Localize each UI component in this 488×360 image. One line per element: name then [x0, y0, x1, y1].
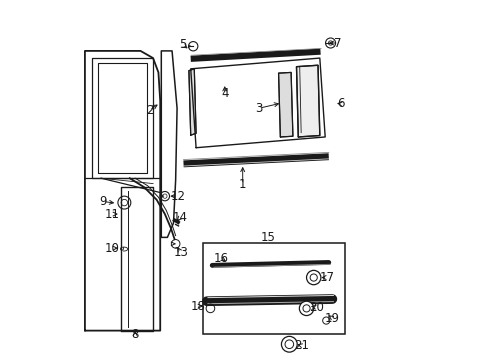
- Text: 15: 15: [260, 231, 275, 244]
- Text: 5: 5: [179, 38, 186, 51]
- Text: 12: 12: [170, 190, 185, 203]
- Text: ϑ: ϑ: [120, 245, 130, 251]
- Text: 7: 7: [333, 36, 341, 50]
- Text: 11: 11: [105, 208, 120, 221]
- Circle shape: [299, 301, 313, 316]
- Text: 6: 6: [337, 98, 345, 111]
- Text: 1: 1: [239, 178, 246, 191]
- Text: 17: 17: [319, 271, 334, 284]
- Text: 13: 13: [173, 246, 188, 259]
- Text: 21: 21: [294, 339, 309, 352]
- Text: 8: 8: [131, 328, 139, 341]
- Text: 2: 2: [145, 104, 153, 117]
- Circle shape: [306, 270, 320, 285]
- Circle shape: [281, 336, 297, 352]
- Text: 19: 19: [324, 311, 339, 325]
- Text: 3: 3: [255, 102, 262, 115]
- Polygon shape: [188, 69, 196, 135]
- Text: 4: 4: [221, 87, 228, 100]
- Text: 9: 9: [99, 195, 106, 208]
- Polygon shape: [278, 72, 292, 137]
- FancyBboxPatch shape: [203, 243, 344, 334]
- Text: 18: 18: [191, 300, 205, 313]
- Text: 16: 16: [213, 252, 228, 265]
- Text: 20: 20: [308, 301, 323, 314]
- Polygon shape: [296, 65, 319, 137]
- Text: 10: 10: [105, 242, 120, 255]
- Text: 14: 14: [172, 211, 187, 224]
